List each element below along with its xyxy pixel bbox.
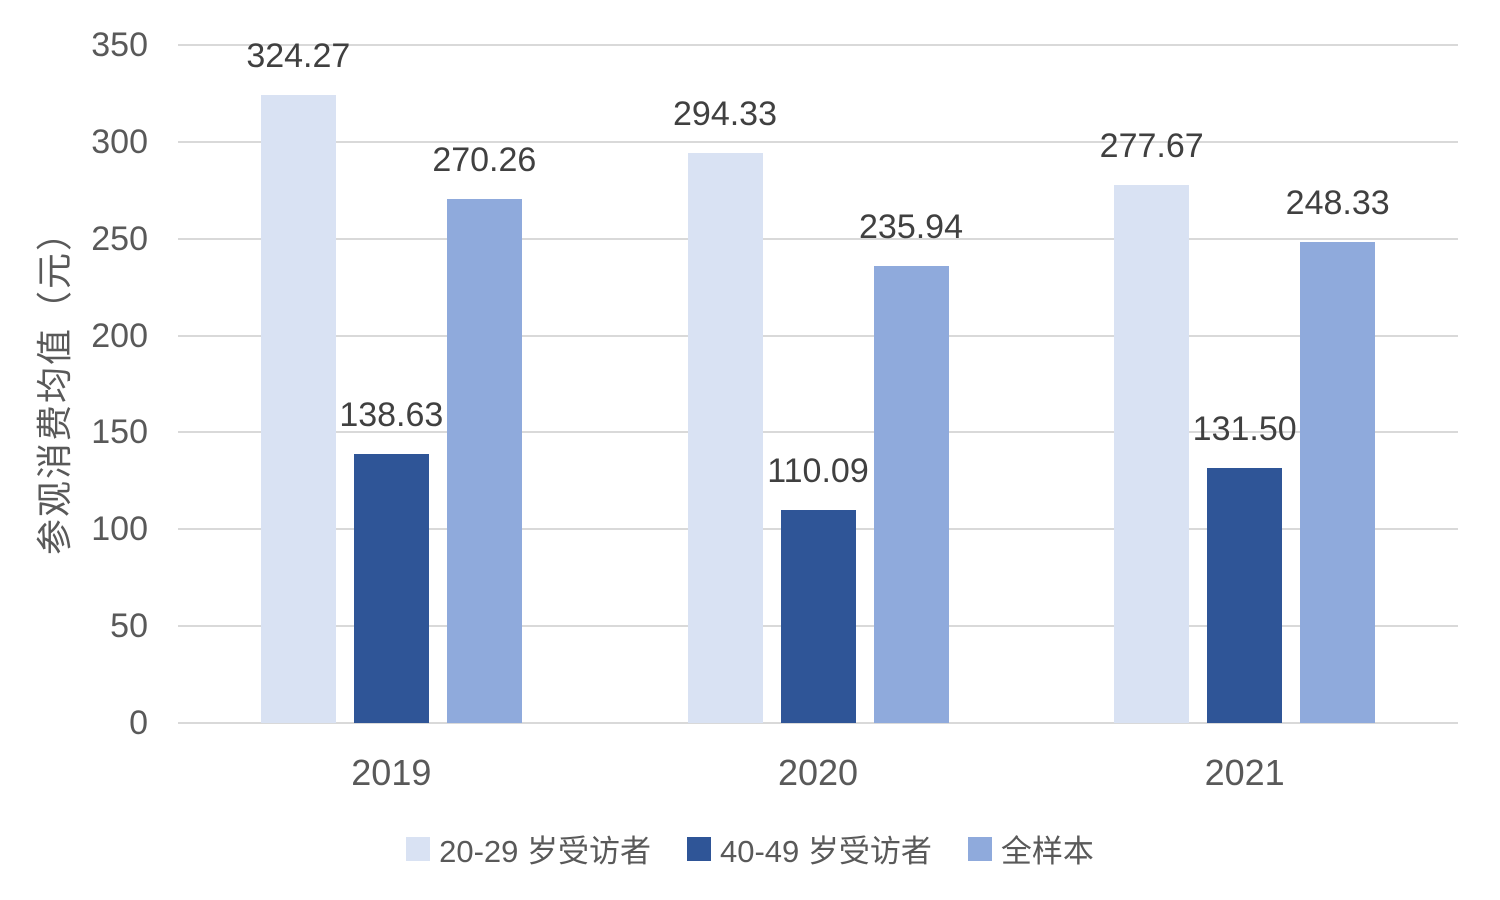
y-gridline [178,237,1458,240]
y-tick-label: 300 [91,122,148,161]
bar-series1-2019 [260,94,336,723]
data-label: 248.33 [1285,183,1390,222]
data-label: 131.50 [1192,410,1297,449]
bar-series1-2021 [1114,185,1190,723]
bar-series3-2019 [446,199,522,723]
data-label: 270.26 [432,141,537,180]
legend-item-series2: 40-49 岁受访者 [687,826,932,871]
x-category-label: 2019 [351,752,432,793]
y-tick-label: 0 [129,704,148,742]
y-gridline [178,334,1458,337]
y-tick-label: 350 [91,26,148,64]
legend-swatch-icon [967,836,992,861]
x-category-label: 2020 [777,752,859,793]
y-gridline [178,431,1458,434]
y-tick-label: 50 [110,607,148,646]
data-label: 235.94 [859,207,963,246]
data-label: 110.09 [767,451,869,490]
y-axis-title: 参观消费均值（元） [34,212,75,556]
legend-swatch-icon [406,836,431,861]
legend-item-series3: 全样本 [967,826,1094,871]
y-tick-label: 150 [91,413,148,452]
y-tick-label: 200 [91,316,148,355]
bar-series2-2020 [780,509,856,723]
bar-series2-2021 [1207,468,1283,723]
data-label: 324.27 [246,36,351,75]
bar-series2-2019 [353,454,429,723]
y-gridline [178,140,1458,143]
legend-label: 20-29 岁受访者 [439,834,651,869]
bar-series1-2020 [687,152,763,723]
legend: 20-29 岁受访者 40-49 岁受访者 全样本 [0,826,1500,871]
legend-item-series1: 20-29 岁受访者 [406,826,651,871]
y-tick-label: 250 [91,219,148,258]
y-tick-label: 100 [91,510,148,549]
data-label: 294.33 [673,94,777,133]
legend-label: 全样本 [1000,834,1094,869]
legend-label: 40-49 岁受访者 [720,834,932,869]
legend-swatch-icon [687,836,711,861]
data-label: 138.63 [339,396,444,435]
data-label: 277.67 [1099,127,1204,166]
y-gridline [178,44,1458,46]
x-axis-line [178,722,1458,724]
bar-series3-2020 [873,265,949,723]
bar-series3-2021 [1300,241,1376,723]
x-category-label: 2021 [1204,752,1285,793]
